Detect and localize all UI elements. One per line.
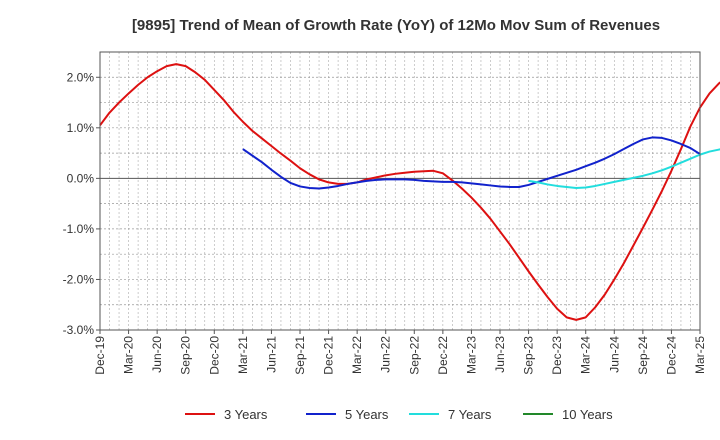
- x-tick-label: Mar-23: [464, 336, 478, 374]
- y-tick-label: 0.0%: [67, 171, 95, 185]
- series-line-3-years: [99, 63, 720, 321]
- x-tick-label: Mar-24: [579, 336, 593, 374]
- x-tick-label: Sep-21: [293, 336, 307, 375]
- legend-item-3-years: 3 Years: [185, 407, 268, 422]
- plot-frame: [99, 51, 701, 331]
- x-tick-label: Mar-21: [236, 336, 250, 374]
- legend-label: 5 Years: [345, 407, 389, 422]
- x-tick-label: Jun-24: [607, 336, 621, 373]
- x-tick-label: Sep-24: [636, 336, 650, 375]
- chart-title: [9895] Trend of Mean of Growth Rate (YoY…: [132, 17, 660, 34]
- x-tick-label: Dec-22: [436, 336, 450, 375]
- series-layer: [99, 63, 720, 321]
- x-tick-label: Sep-23: [522, 336, 536, 375]
- series-line-5-years: [242, 136, 701, 190]
- series-line-7-years: [528, 148, 720, 189]
- x-tick-label: Dec-21: [322, 336, 336, 375]
- y-tick-label: 2.0%: [67, 70, 95, 84]
- y-tick-label: 1.0%: [67, 121, 95, 135]
- y-tick-label: -1.0%: [63, 222, 95, 236]
- x-tick-label: Mar-22: [350, 336, 364, 374]
- x-tick-label: Sep-22: [407, 336, 421, 375]
- legend-item-5-years: 5 Years: [306, 407, 389, 422]
- grid-layer: [100, 51, 700, 331]
- x-tick-label: Dec-19: [93, 336, 107, 375]
- y-tick-label: -2.0%: [63, 272, 95, 286]
- legend-item-7-years: 7 Years: [409, 407, 492, 422]
- x-tick-label: Dec-20: [207, 336, 221, 375]
- legend-item-10-years: 10 Years: [523, 407, 613, 422]
- legend: 3 Years 5 Years 7 Years 10 Years: [185, 407, 613, 422]
- x-tick-label: Jun-20: [150, 336, 164, 373]
- legend-label: 3 Years: [224, 407, 268, 422]
- x-tick-label: Dec-23: [550, 336, 564, 375]
- x-tick-label: Jun-21: [264, 336, 278, 373]
- x-tick-label: Mar-20: [122, 336, 136, 374]
- legend-label: 10 Years: [562, 407, 613, 422]
- x-tick-label: Sep-20: [179, 336, 193, 375]
- x-tick-label: Jun-23: [493, 336, 507, 373]
- axis-layer: 2.0% 1.0% 0.0% -1.0% -2.0% -3.0%Dec-19 Mar-20 J…: [63, 51, 707, 375]
- legend-label: 7 Years: [448, 407, 492, 422]
- x-tick-label: Jun-22: [379, 336, 393, 373]
- x-tick-label: Dec-24: [664, 336, 678, 375]
- x-tick-label: Mar-25: [693, 336, 707, 374]
- y-tick-label: -3.0%: [63, 323, 95, 337]
